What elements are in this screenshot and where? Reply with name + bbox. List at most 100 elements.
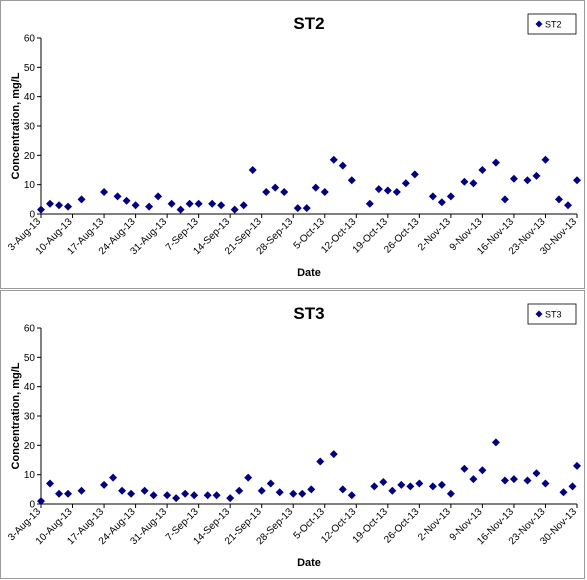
data-point bbox=[271, 183, 280, 192]
x-axis-title: Date bbox=[297, 557, 321, 569]
data-point bbox=[568, 482, 577, 491]
chart-panel-st3: ST3 0 10 20 30 40 50 60 3-Aug-13 10-Aug-13 17-Aug-… bbox=[0, 290, 585, 579]
data-point bbox=[437, 198, 446, 207]
y-tick-label: 40 bbox=[24, 92, 36, 103]
legend-box bbox=[527, 303, 577, 325]
data-point bbox=[235, 486, 244, 495]
data-point bbox=[383, 186, 392, 195]
data-point bbox=[500, 195, 509, 204]
y-tick-label: 40 bbox=[24, 382, 36, 393]
data-point bbox=[365, 199, 374, 208]
data-point bbox=[46, 479, 55, 488]
y-axis-title: Concentration, mg/L bbox=[10, 362, 22, 469]
data-point bbox=[280, 188, 289, 196]
data-point bbox=[320, 188, 329, 196]
data-point bbox=[410, 170, 419, 179]
data-point bbox=[37, 205, 45, 214]
data-point bbox=[491, 158, 500, 167]
data-point bbox=[523, 176, 532, 185]
data-point bbox=[338, 161, 347, 170]
data-point bbox=[406, 482, 415, 491]
data-point bbox=[172, 494, 181, 503]
data-point bbox=[460, 464, 469, 473]
x-tick-label: 2-Nov-13 bbox=[416, 216, 453, 253]
data-point bbox=[122, 196, 131, 205]
data-point bbox=[401, 179, 410, 188]
data-point bbox=[167, 199, 176, 208]
data-point bbox=[311, 183, 320, 192]
legend-marker bbox=[535, 20, 543, 28]
data-point bbox=[338, 485, 347, 494]
data-point bbox=[127, 489, 136, 498]
data-point bbox=[428, 482, 437, 491]
data-point bbox=[446, 489, 455, 498]
data-point bbox=[113, 192, 122, 201]
data-point bbox=[262, 188, 271, 196]
data-point bbox=[392, 188, 401, 196]
data-point bbox=[118, 486, 127, 495]
data-point bbox=[55, 201, 64, 210]
data-point bbox=[217, 201, 226, 210]
data-point bbox=[329, 450, 338, 459]
data-point bbox=[37, 497, 45, 506]
legend-label: ST2 bbox=[545, 20, 562, 30]
chart-title: ST2 bbox=[293, 14, 324, 33]
data-point bbox=[329, 155, 338, 164]
chart-st3: ST301020304050603-Aug-1310-Aug-1317-Aug-… bbox=[6, 303, 581, 569]
data-point bbox=[491, 438, 500, 447]
x-axis-title: Date bbox=[297, 267, 321, 279]
y-tick-label: 10 bbox=[24, 470, 36, 481]
data-point bbox=[248, 166, 257, 174]
y-tick-label: 30 bbox=[24, 122, 36, 133]
data-point bbox=[541, 155, 550, 164]
data-point bbox=[573, 461, 581, 470]
data-point bbox=[149, 491, 158, 500]
data-point bbox=[370, 482, 379, 491]
data-point bbox=[298, 489, 307, 498]
data-point bbox=[388, 486, 397, 495]
data-point bbox=[469, 475, 478, 484]
data-point bbox=[379, 478, 388, 486]
data-point bbox=[203, 491, 212, 500]
y-tick-label: 30 bbox=[24, 412, 36, 423]
data-point bbox=[509, 174, 518, 183]
data-point bbox=[563, 201, 572, 210]
y-tick-label: 60 bbox=[24, 34, 36, 45]
data-point bbox=[559, 488, 568, 497]
data-point bbox=[55, 489, 64, 498]
data-point bbox=[307, 485, 316, 494]
data-point bbox=[208, 199, 217, 208]
data-point bbox=[289, 489, 298, 498]
data-point bbox=[77, 195, 86, 204]
legend: ST3 bbox=[527, 303, 577, 325]
data-point bbox=[347, 176, 356, 185]
data-point bbox=[266, 479, 275, 488]
y-tick-label: 10 bbox=[24, 180, 36, 191]
y-tick-label: 50 bbox=[24, 63, 36, 74]
data-point bbox=[64, 489, 73, 498]
data-point bbox=[374, 185, 383, 194]
data-point bbox=[347, 491, 356, 500]
chart-st2: ST201020304050603-Aug-1310-Aug-1317-Aug-… bbox=[6, 13, 581, 279]
y-tick-label: 60 bbox=[24, 324, 36, 335]
data-point bbox=[532, 171, 541, 180]
x-tick-label: 26-Oct-13 bbox=[382, 506, 422, 546]
x-tick-label: 2-Nov-13 bbox=[416, 506, 453, 543]
y-tick-label: 50 bbox=[24, 353, 36, 364]
data-point bbox=[532, 469, 541, 478]
data-point bbox=[109, 473, 118, 482]
data-point bbox=[554, 195, 563, 204]
legend-label: ST3 bbox=[545, 310, 562, 320]
data-point bbox=[478, 166, 487, 174]
data-point bbox=[154, 192, 163, 201]
data-point bbox=[230, 205, 239, 214]
data-point bbox=[397, 480, 406, 489]
data-point bbox=[415, 479, 424, 488]
data-point bbox=[212, 491, 221, 500]
data-point bbox=[275, 488, 284, 497]
data-point bbox=[190, 491, 199, 500]
legend-box bbox=[527, 13, 577, 35]
data-point bbox=[100, 188, 109, 196]
data-point bbox=[293, 204, 302, 213]
data-point bbox=[500, 476, 509, 485]
